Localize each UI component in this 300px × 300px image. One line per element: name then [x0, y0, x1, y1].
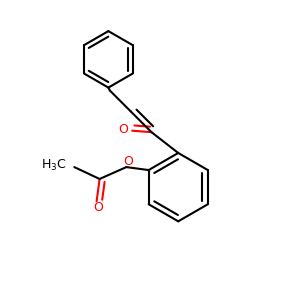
Text: O: O — [93, 201, 103, 214]
Text: H$_3$C: H$_3$C — [41, 158, 67, 173]
Text: O: O — [123, 155, 133, 168]
Text: O: O — [118, 123, 128, 136]
